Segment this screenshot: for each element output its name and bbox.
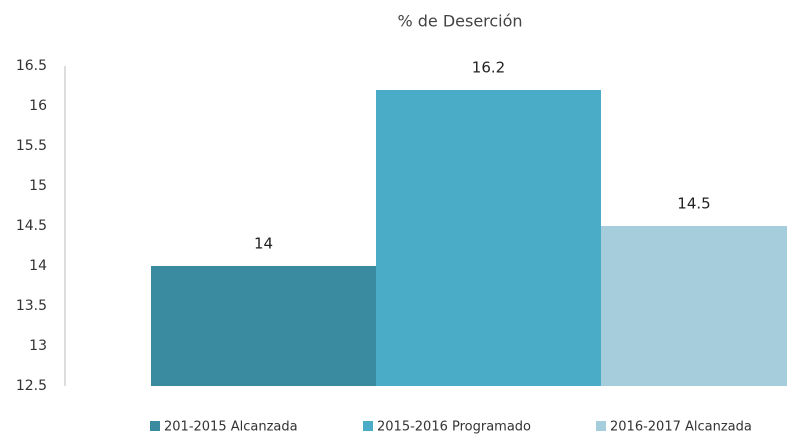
y-tick-label: 14 [29,258,47,274]
value-label: 14 [254,235,273,253]
y-tick-label: 16 [29,98,47,114]
legend-label: 2015-2016 Programado [377,420,531,435]
y-tick-label: 12.5 [16,378,47,394]
bar [151,266,376,386]
legend-label: 201-2015 Alcanzada [164,420,298,435]
y-tick-label: 15.5 [16,138,47,154]
y-tick-label: 14.5 [16,218,47,234]
y-tick-label: 16.5 [16,58,47,74]
y-tick-label: 13.5 [16,298,47,314]
legend-label: 2016-2017 Alcanzada [610,420,752,435]
legend-swatch [150,421,160,431]
y-tick-label: 13 [29,338,47,354]
value-label: 14.5 [677,195,710,213]
legend-swatch [596,421,606,431]
bar [601,226,787,386]
bar [376,90,601,386]
legend-swatch [363,421,373,431]
chart-title: % de Deserción [397,12,522,31]
y-tick-label: 15 [29,178,47,194]
value-label: 16.2 [472,59,505,77]
